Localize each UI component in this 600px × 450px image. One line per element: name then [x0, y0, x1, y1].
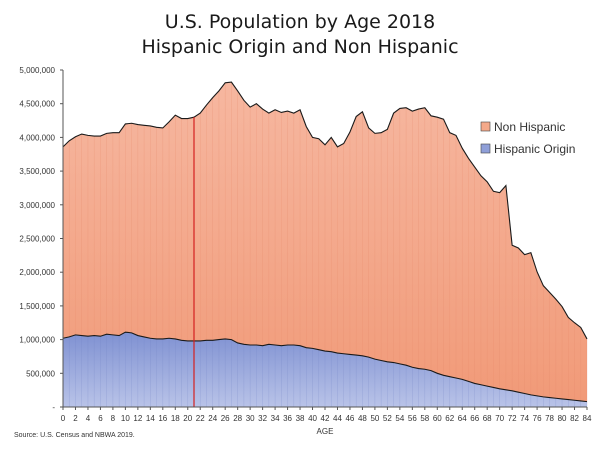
x-tick-label: 32 [258, 414, 267, 423]
x-tick-label: 68 [483, 414, 492, 423]
legend-swatch [480, 121, 491, 132]
x-tick-label: 82 [570, 414, 579, 423]
x-tick-label: 38 [296, 414, 305, 423]
x-tick-label: 72 [508, 414, 517, 423]
x-tick-label: 40 [308, 414, 317, 423]
series-line-hispanic-origin [62, 331, 588, 403]
y-tick-label: - [52, 403, 55, 412]
x-tick-label: 14 [146, 414, 155, 423]
x-tick-label: 28 [233, 414, 242, 423]
x-tick-label: 42 [321, 414, 330, 423]
x-tick-label: 6 [98, 414, 103, 423]
x-tick-label: 84 [583, 414, 592, 423]
x-tick-label: 44 [333, 414, 342, 423]
chart-subtitle-line: Hispanic Origin and Non Hispanic [141, 36, 459, 58]
x-tick-label: 56 [408, 414, 417, 423]
chart-title: U.S. Population by Age 2018 Hispanic Ori… [0, 10, 600, 60]
x-tick-label: 46 [345, 414, 354, 423]
x-tick-label: 4 [86, 414, 91, 423]
y-tick-label: 5,000,000 [19, 66, 55, 75]
y-tick-label: 4,000,000 [19, 133, 55, 142]
x-tick-label: 48 [358, 414, 367, 423]
x-tick-label: 16 [158, 414, 167, 423]
y-tick-label: 3,000,000 [19, 201, 55, 210]
x-tick-label: 60 [433, 414, 442, 423]
x-tick-label: 76 [533, 414, 542, 423]
x-tick-label: 22 [196, 414, 205, 423]
legend-swatch [480, 143, 491, 154]
x-tick-label: 70 [495, 414, 504, 423]
y-tick-label: 3,500,000 [19, 167, 55, 176]
x-tick-label: 10 [121, 414, 130, 423]
x-tick-label: 74 [520, 414, 529, 423]
x-tick-label: 54 [395, 414, 404, 423]
chart-title-line: U.S. Population by Age 2018 [164, 11, 436, 33]
y-tick-label: 1,000,000 [19, 336, 55, 345]
x-tick-label: 58 [420, 414, 429, 423]
y-tick-label: 2,500,000 [19, 235, 55, 244]
x-tick-label: 26 [221, 414, 230, 423]
x-tick-label: 64 [458, 414, 467, 423]
x-tick-label: 34 [271, 414, 280, 423]
x-tick-label: 36 [283, 414, 292, 423]
source-note: Source: U.S. Census and NBWA 2019. [14, 432, 135, 439]
x-tick-label: 30 [246, 414, 255, 423]
legend-label: Hispanic Origin [494, 142, 575, 156]
x-tick-label: 62 [445, 414, 454, 423]
x-tick-label: 78 [545, 414, 554, 423]
y-tick-label: 1,500,000 [19, 302, 55, 311]
x-tick-label: 80 [558, 414, 567, 423]
y-tick-label: 4,500,000 [19, 100, 55, 109]
x-tick-label: 8 [111, 414, 116, 423]
x-tick-label: 20 [183, 414, 192, 423]
x-tick-label: 18 [171, 414, 180, 423]
y-tick-label: 500,000 [26, 369, 55, 378]
x-tick-label: 0 [61, 414, 66, 423]
x-tick-label: 24 [208, 414, 217, 423]
x-axis-label: AGE [317, 427, 334, 436]
x-tick-label: 50 [370, 414, 379, 423]
x-tick-label: 52 [383, 414, 392, 423]
x-tick-label: 66 [470, 414, 479, 423]
y-tick-label: 2,000,000 [19, 268, 55, 277]
legend-label: Non Hispanic [494, 120, 565, 134]
x-tick-label: 2 [73, 414, 78, 423]
series-line-non-hispanic [62, 81, 588, 340]
x-tick-label: 12 [133, 414, 142, 423]
